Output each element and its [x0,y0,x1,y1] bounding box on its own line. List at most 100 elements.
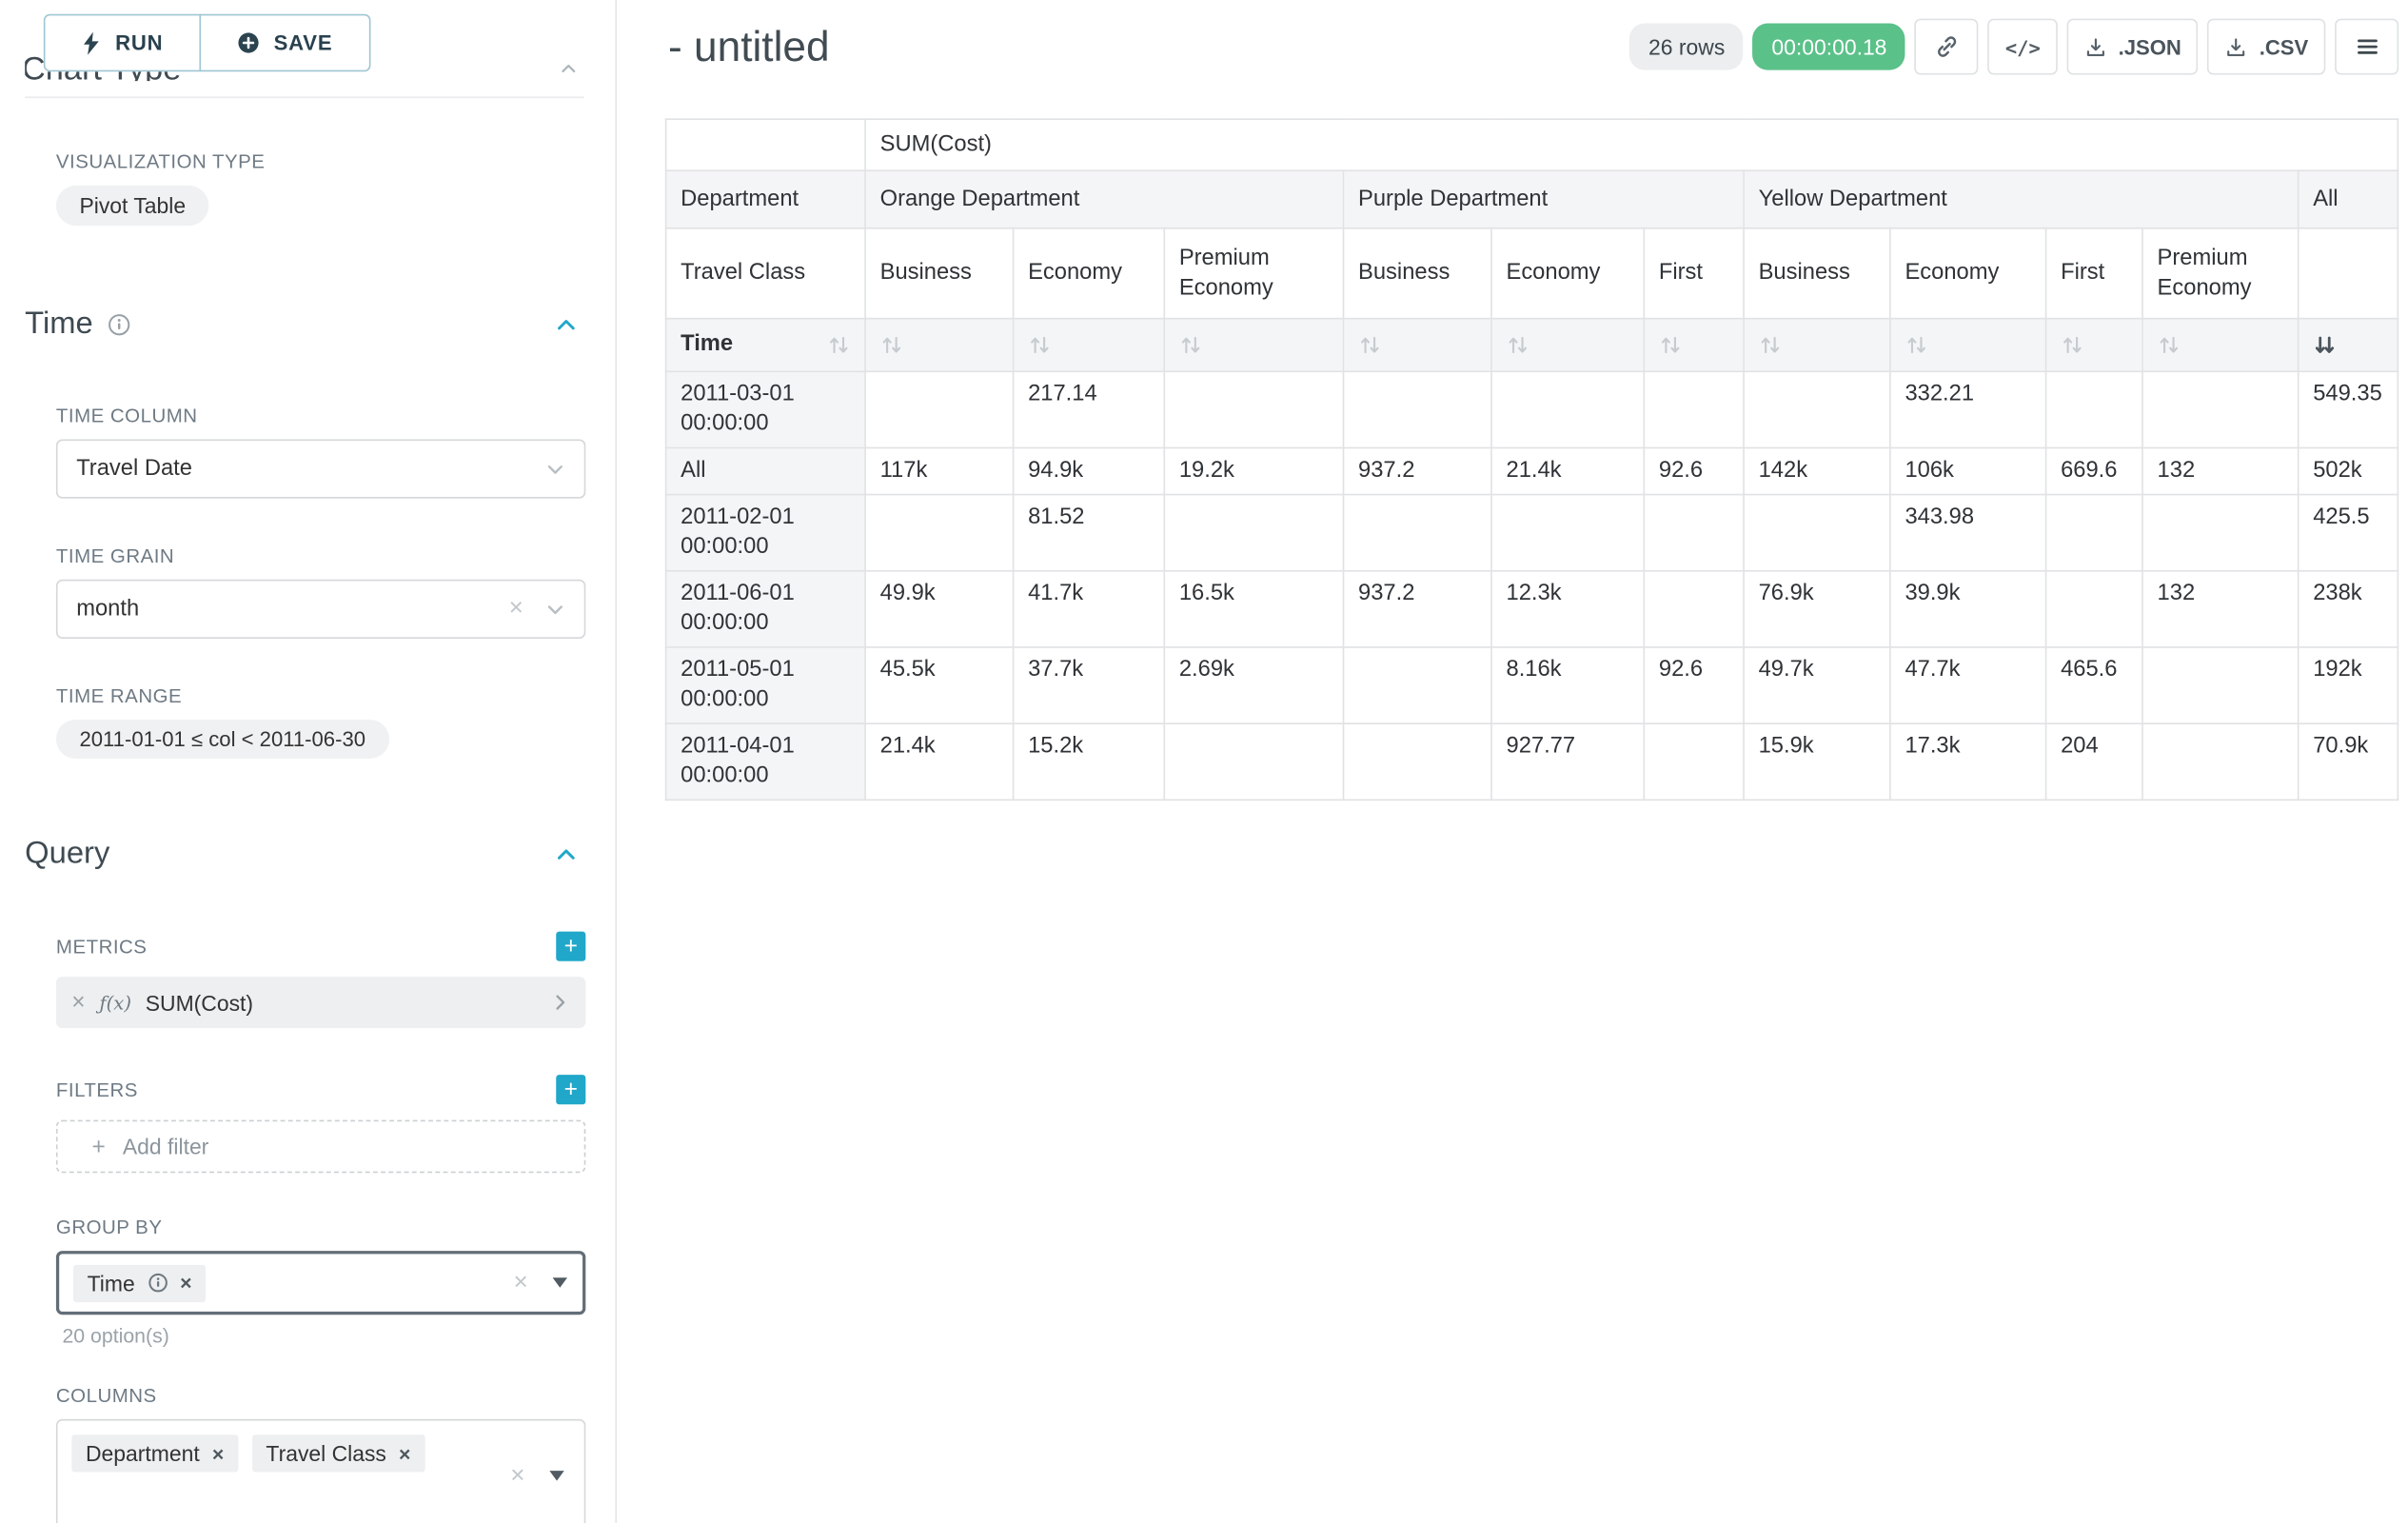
run-save-group: RUN SAVE [44,14,370,72]
add-metric-button[interactable]: + [556,932,585,961]
viz-type-label: VISUALIZATION TYPE [56,151,584,173]
plus-circle-icon [236,31,260,55]
time-range-value[interactable]: 2011-01-01 ≤ col < 2011-06-30 [56,720,389,759]
pivot-value-cell: 2.69k [1164,647,1343,723]
pivot-col-dimension-label: Department [666,170,865,228]
caret-down-icon[interactable] [548,1469,565,1483]
pivot-value-cell [1744,371,1890,447]
pivot-value-cell: 70.9k [2299,723,2398,800]
sort-icon[interactable] [1659,333,1683,357]
pivot-value-cell: 425.5 [2299,495,2398,571]
export-json-button[interactable]: .JSON [2067,19,2199,75]
clear-icon[interactable]: × [509,597,523,622]
copy-link-button[interactable] [1915,19,1979,75]
pivot-row-header: All [666,447,865,494]
run-button[interactable]: RUN [44,14,201,72]
pivot-column-header: First [1644,228,1744,319]
add-filter-plus-button[interactable]: + [556,1075,585,1104]
time-grain-value: month [76,597,139,622]
view-query-button[interactable]: </> [1988,19,2058,75]
time-column-select[interactable]: Travel Date [56,439,585,498]
chevron-up-icon[interactable] [560,58,579,82]
time-section-header: Time [25,307,584,343]
pivot-value-cell: 39.9k [1890,571,2046,647]
pivot-value-cell [1744,495,1890,571]
chevron-down-icon [545,459,565,479]
group-by-select[interactable]: Time × × [56,1251,585,1315]
pivot-sort-cell [1890,319,2046,372]
metrics-label: METRICS [56,936,148,958]
sort-icon[interactable] [1028,333,1052,357]
pivot-column-header: Business [1343,228,1490,319]
pivot-value-cell: 17.3k [1890,723,2046,800]
sort-icon[interactable] [1759,333,1783,357]
add-filter-button[interactable]: + Add filter [56,1120,585,1174]
time-grain-select[interactable]: month × [56,580,585,639]
pivot-row-header: 2011-04-01 00:00:00 [666,723,865,800]
time-grain-label: TIME GRAIN [56,545,584,567]
pivot-column-header: Economy [1890,228,2046,319]
metric-chip[interactable]: × ƒ(x) SUM(Cost) [56,977,585,1028]
chevron-down-icon [545,599,565,619]
export-json-label: .JSON [2119,35,2181,59]
pivot-value-cell: 927.77 [1491,723,1644,800]
sort-icon[interactable] [1179,333,1203,357]
pivot-value-cell: 217.14 [1014,371,1165,447]
download-icon [2084,35,2108,59]
pivot-value-cell [1644,495,1744,571]
remove-metric-icon[interactable]: × [71,991,85,1015]
pivot-row-dimension-label: Travel Class [666,228,865,319]
time-column-value: Travel Date [76,456,192,481]
columns-chip[interactable]: Department × [71,1434,238,1472]
remove-chip-icon[interactable]: × [212,1443,224,1463]
time-section-title: Time [25,307,93,343]
row-count-badge: 26 rows [1629,24,1744,70]
sort-icon[interactable] [827,333,851,357]
pivot-data-row: 2011-03-01 00:00:00217.14332.21549.35 [666,371,2398,447]
sort-icon[interactable] [1358,333,1382,357]
viz-type-value[interactable]: Pivot Table [56,186,209,227]
sort-icon-active[interactable] [2313,333,2337,357]
sort-icon[interactable] [1905,333,1928,357]
chart-title[interactable]: - untitled [668,23,829,71]
chevron-right-icon[interactable] [550,992,570,1012]
plus-icon: + [92,1134,106,1160]
pivot-value-cell: 47.7k [1890,647,2046,723]
pivot-value-cell: 937.2 [1343,447,1490,494]
sort-icon[interactable] [2158,333,2181,357]
pivot-column-header: Premium Economy [2142,228,2299,319]
export-csv-label: .CSV [2260,35,2309,59]
pivot-value-cell: 45.5k [865,647,1013,723]
pivot-corner-cell [666,119,865,170]
export-csv-button[interactable]: .CSV [2208,19,2326,75]
clear-icon[interactable]: × [513,1271,527,1296]
pivot-value-cell: 37.7k [1014,647,1165,723]
pivot-value-cell [865,495,1013,571]
pivot-value-cell: 549.35 [2299,371,2398,447]
pivot-time-header-cell: Time [666,319,865,372]
pivot-table: SUM(Cost)DepartmentOrange DepartmentPurp… [665,118,2399,801]
columns-chip[interactable]: Travel Class × [252,1434,424,1472]
sort-icon[interactable] [2061,333,2084,357]
menu-button[interactable] [2335,19,2398,75]
collapse-time-section-icon[interactable] [555,313,579,337]
collapse-query-section-icon[interactable] [555,842,579,866]
pivot-row-header: 2011-06-01 00:00:00 [666,571,865,647]
columns-select[interactable]: Department × Travel Class × × [56,1419,585,1523]
pivot-value-cell [1164,371,1343,447]
group-by-label: GROUP BY [56,1216,584,1238]
sort-icon[interactable] [1506,333,1530,357]
pivot-column-header: Premium Economy [1164,228,1343,319]
pivot-column-header: Economy [1014,228,1165,319]
save-button[interactable]: SAVE [199,14,370,72]
function-icon: ƒ(x) [99,992,131,1014]
pivot-sort-cell [1343,319,1490,372]
pivot-sort-cell [1014,319,1165,372]
remove-chip-icon[interactable]: × [399,1443,410,1463]
remove-chip-icon[interactable]: × [180,1273,191,1293]
pivot-value-cell [2142,647,2299,723]
sort-icon[interactable] [880,333,904,357]
caret-down-icon[interactable] [551,1276,568,1290]
clear-icon[interactable]: × [510,1463,524,1488]
group-by-chip[interactable]: Time × [73,1264,206,1301]
